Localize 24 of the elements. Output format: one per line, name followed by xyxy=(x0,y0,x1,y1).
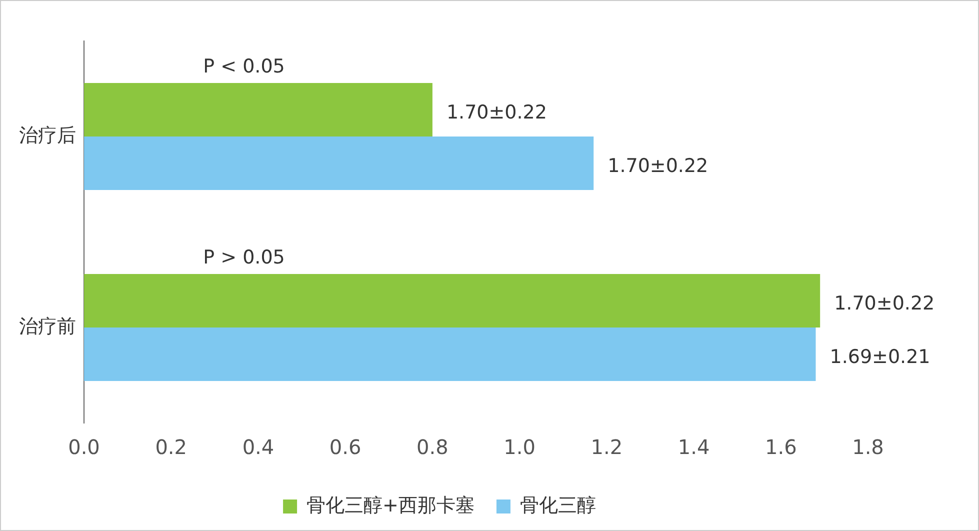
annotation: P < 0.05 xyxy=(203,55,285,78)
x-tick-label: 1.6 xyxy=(764,435,797,460)
bar xyxy=(84,83,432,136)
annotation: 1.70±0.22 xyxy=(834,292,935,315)
annotation: P > 0.05 xyxy=(203,246,285,268)
x-tick-label: 1.0 xyxy=(504,435,536,460)
annotation: 1.70±0.22 xyxy=(446,102,547,124)
x-tick-label: 1.8 xyxy=(852,435,884,460)
y-tick-label: 治疗前 xyxy=(19,315,76,338)
x-tick-label: 0.4 xyxy=(242,435,274,460)
bar xyxy=(84,274,820,328)
x-tick-label: 1.4 xyxy=(678,435,710,460)
x-tick-label: 1.2 xyxy=(590,435,623,460)
x-tick-label: 0.8 xyxy=(416,435,448,460)
y-tick-label: 治疗后 xyxy=(19,124,76,146)
bar xyxy=(84,136,594,190)
bar xyxy=(84,328,816,381)
x-tick-label: 0.6 xyxy=(329,435,362,460)
annotation: 1.70±0.22 xyxy=(608,155,708,178)
legend-label: 骨化三醇 xyxy=(520,494,596,516)
legend-label: 骨化三醇+西那卡塞 xyxy=(306,494,474,516)
annotation: 1.69±0.21 xyxy=(830,346,930,368)
x-tick-label: 0.2 xyxy=(155,435,188,460)
x-tick-label: 0.0 xyxy=(68,435,100,460)
